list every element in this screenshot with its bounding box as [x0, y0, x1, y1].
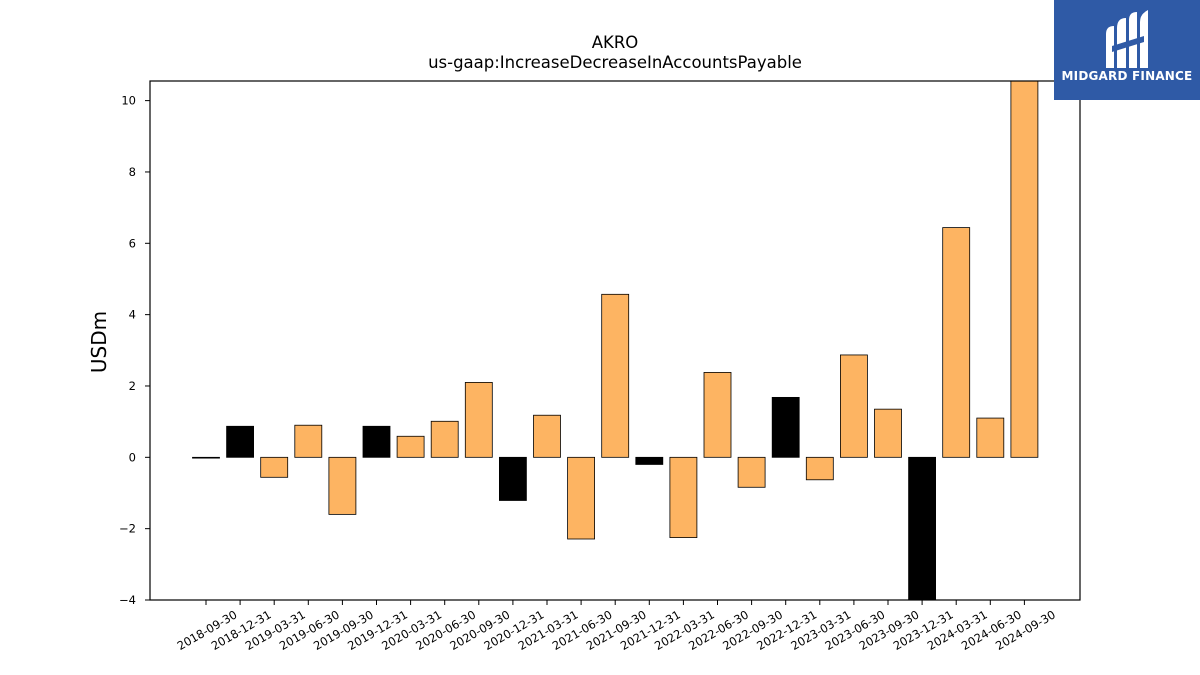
bar-2023-03-31 [805, 456, 834, 481]
y-tick-label: 4 [129, 308, 136, 322]
y-tick-label: 2 [129, 379, 136, 393]
y-tick-label: −4 [119, 593, 136, 607]
y-tick-label: 8 [129, 165, 136, 179]
bar-2021-06-30 [567, 456, 595, 540]
chart-subtitle: us-gaap:IncreaseDecreaseInAccountsPayabl… [428, 53, 802, 72]
bars-layer [192, 80, 1039, 601]
bar-2020-03-31 [396, 435, 425, 458]
bar-2020-09-30 [464, 382, 493, 458]
bar-2023-06-30 [840, 354, 868, 458]
bar-2020-12-31 [498, 456, 527, 501]
y-axis-ticks: −4 −2 0 2 4 6 8 10 [119, 94, 150, 607]
brand-name: MIDGARD FINANCE [1061, 69, 1193, 83]
bar-2022-09-30 [737, 456, 766, 488]
bar-2021-12-31 [635, 456, 664, 465]
bar-2018-12-31 [226, 425, 255, 458]
bar-2024-09-30 [1010, 80, 1039, 458]
bar-2020-06-30 [430, 420, 459, 458]
bar-2019-03-31 [260, 456, 289, 478]
bar-2019-12-31 [362, 425, 391, 458]
bar-2022-03-31 [669, 456, 698, 538]
chart-title: AKRO [592, 33, 639, 52]
y-tick-label: 0 [129, 450, 136, 464]
bar-2018-09-30 [192, 456, 220, 459]
bar-2019-09-30 [328, 456, 357, 515]
midgard-mark-icon [1106, 10, 1148, 68]
bar-2023-12-31 [908, 456, 936, 601]
bar-2021-03-31 [533, 414, 561, 458]
bar-2022-06-30 [703, 372, 732, 458]
bar-2023-09-30 [874, 408, 902, 458]
brand-logo: MIDGARD FINANCE [1054, 0, 1200, 100]
bar-2021-09-30 [601, 293, 630, 458]
bar-2024-03-31 [942, 227, 971, 458]
bar-2022-12-31 [771, 396, 800, 458]
y-tick-label: −2 [119, 522, 136, 536]
y-tick-label: 10 [121, 94, 136, 108]
x-axis-ticks: 2018-09-302018-12-312019-03-312019-06-30… [175, 600, 1058, 653]
bar-2019-06-30 [294, 424, 323, 458]
bar-2024-06-30 [976, 417, 1005, 458]
y-axis-label: USDm [87, 311, 111, 373]
y-tick-label: 6 [129, 236, 136, 250]
plot-frame [149, 80, 1081, 601]
